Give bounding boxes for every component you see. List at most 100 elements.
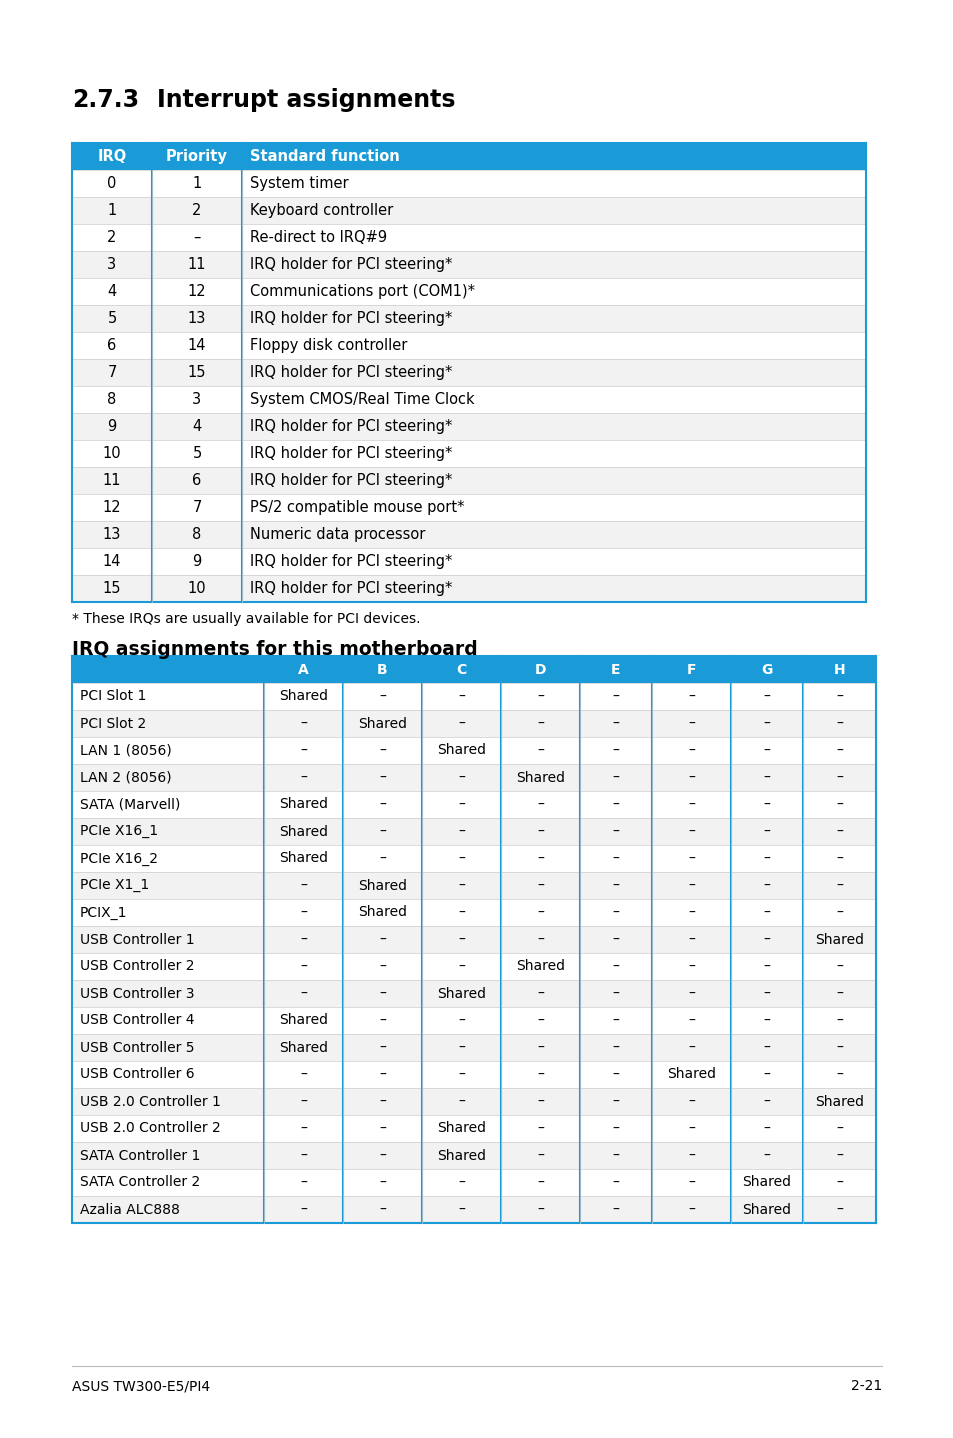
- Text: –: –: [378, 1122, 386, 1136]
- Bar: [579, 1061, 651, 1089]
- Text: –: –: [612, 771, 618, 785]
- Text: 8: 8: [193, 526, 201, 542]
- Text: Re-direct to IRQ#9: Re-direct to IRQ#9: [250, 230, 387, 244]
- Bar: [242, 575, 865, 603]
- Text: –: –: [612, 906, 618, 919]
- Text: ASUS TW300-E5/PI4: ASUS TW300-E5/PI4: [71, 1379, 210, 1393]
- Bar: [152, 440, 242, 467]
- Text: –: –: [300, 1067, 307, 1081]
- Bar: [802, 683, 875, 710]
- Bar: [71, 1007, 264, 1034]
- Bar: [264, 926, 343, 953]
- Bar: [152, 305, 242, 332]
- Bar: [152, 142, 242, 170]
- Bar: [343, 1007, 421, 1034]
- Text: –: –: [537, 798, 543, 811]
- Text: –: –: [835, 851, 842, 866]
- Text: –: –: [457, 1014, 464, 1028]
- Bar: [651, 656, 730, 683]
- Bar: [802, 953, 875, 981]
- Text: –: –: [378, 959, 386, 974]
- Bar: [421, 1089, 500, 1114]
- Bar: [802, 1196, 875, 1222]
- Text: –: –: [612, 959, 618, 974]
- Bar: [579, 953, 651, 981]
- Bar: [579, 981, 651, 1007]
- Text: 15: 15: [188, 365, 206, 380]
- Text: –: –: [537, 716, 543, 731]
- Bar: [651, 683, 730, 710]
- Text: –: –: [762, 743, 770, 758]
- Text: A: A: [297, 663, 309, 676]
- Text: –: –: [612, 1094, 618, 1109]
- Text: –: –: [537, 1041, 543, 1054]
- Text: IRQ holder for PCI steering*: IRQ holder for PCI steering*: [250, 473, 452, 487]
- Bar: [651, 764, 730, 791]
- Text: 11: 11: [103, 473, 121, 487]
- Bar: [651, 846, 730, 871]
- Text: –: –: [537, 1094, 543, 1109]
- Text: 14: 14: [188, 338, 206, 352]
- Text: –: –: [687, 1122, 694, 1136]
- Text: –: –: [457, 851, 464, 866]
- Bar: [242, 360, 865, 385]
- Bar: [730, 1007, 802, 1034]
- Text: C: C: [456, 663, 466, 676]
- Text: –: –: [378, 1014, 386, 1028]
- Text: –: –: [835, 959, 842, 974]
- Bar: [730, 1169, 802, 1196]
- Text: –: –: [537, 986, 543, 1001]
- Text: USB Controller 2: USB Controller 2: [80, 959, 194, 974]
- Text: –: –: [687, 689, 694, 703]
- Text: 6: 6: [108, 338, 116, 352]
- Text: –: –: [300, 743, 307, 758]
- Text: SATA (Marvell): SATA (Marvell): [80, 798, 180, 811]
- Bar: [500, 656, 579, 683]
- Text: USB Controller 5: USB Controller 5: [80, 1041, 194, 1054]
- Text: System timer: System timer: [250, 175, 348, 191]
- Text: Shared: Shared: [357, 716, 407, 731]
- Text: Shared: Shared: [278, 851, 328, 866]
- Text: –: –: [687, 959, 694, 974]
- Bar: [71, 360, 152, 385]
- Text: –: –: [378, 1175, 386, 1189]
- Text: –: –: [457, 1041, 464, 1054]
- Text: –: –: [835, 1175, 842, 1189]
- Text: –: –: [378, 824, 386, 838]
- Text: –: –: [612, 1041, 618, 1054]
- Bar: [730, 1089, 802, 1114]
- Text: –: –: [687, 932, 694, 946]
- Bar: [343, 683, 421, 710]
- Bar: [71, 142, 152, 170]
- Text: USB 2.0 Controller 1: USB 2.0 Controller 1: [80, 1094, 221, 1109]
- Bar: [579, 1034, 651, 1061]
- Bar: [343, 953, 421, 981]
- Bar: [579, 710, 651, 738]
- Text: –: –: [300, 771, 307, 785]
- Bar: [651, 818, 730, 846]
- Text: 10: 10: [103, 446, 121, 462]
- Bar: [264, 1142, 343, 1169]
- Text: PCIe X16_2: PCIe X16_2: [80, 851, 158, 866]
- Text: Shared: Shared: [516, 771, 564, 785]
- Text: –: –: [537, 743, 543, 758]
- Bar: [651, 710, 730, 738]
- Text: IRQ holder for PCI steering*: IRQ holder for PCI steering*: [250, 257, 452, 272]
- Text: –: –: [835, 1014, 842, 1028]
- Bar: [579, 1142, 651, 1169]
- Bar: [802, 710, 875, 738]
- Text: –: –: [612, 851, 618, 866]
- Bar: [264, 764, 343, 791]
- Bar: [71, 1089, 264, 1114]
- Text: –: –: [537, 1202, 543, 1217]
- Text: –: –: [537, 1122, 543, 1136]
- Text: USB Controller 3: USB Controller 3: [80, 986, 194, 1001]
- Bar: [500, 1061, 579, 1089]
- Bar: [730, 926, 802, 953]
- Text: 4: 4: [108, 283, 116, 299]
- Text: Shared: Shared: [436, 1122, 485, 1136]
- Text: –: –: [378, 743, 386, 758]
- Text: 3: 3: [108, 257, 116, 272]
- Bar: [500, 1142, 579, 1169]
- Text: –: –: [300, 932, 307, 946]
